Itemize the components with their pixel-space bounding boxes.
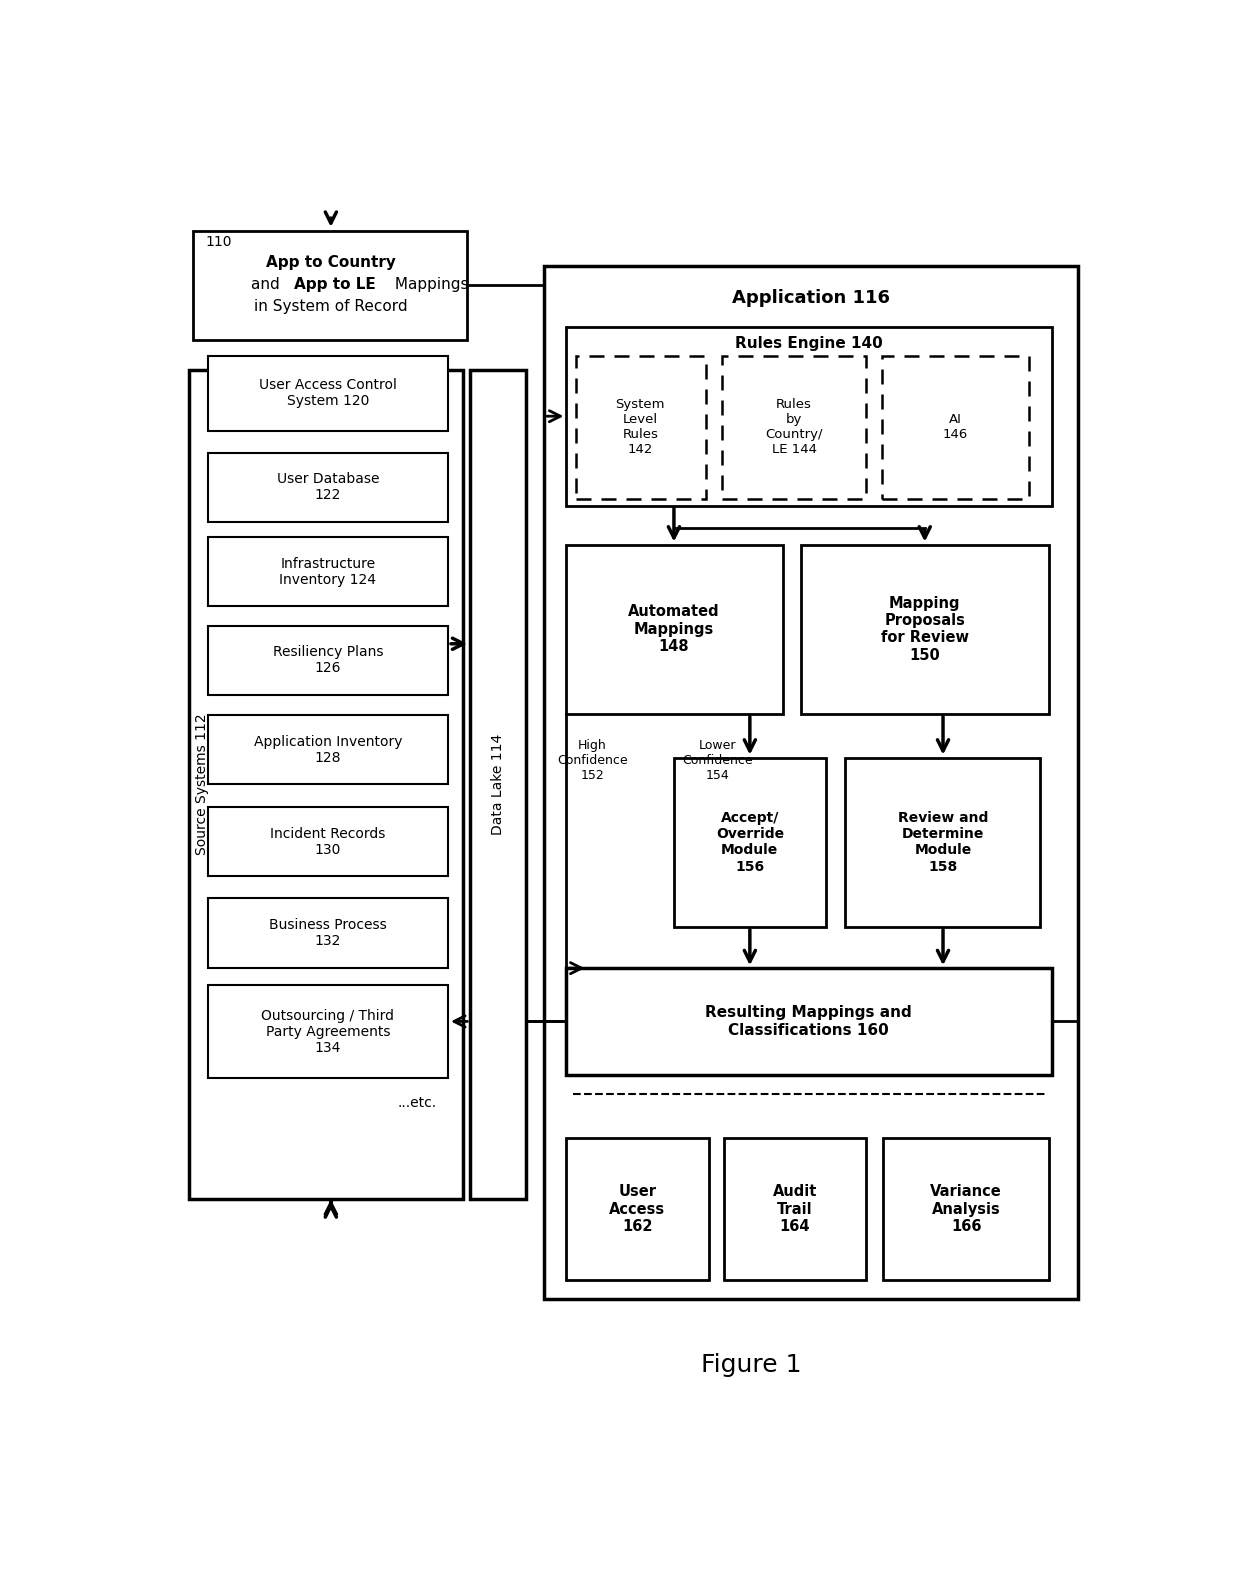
Bar — [722, 355, 867, 498]
Text: Application Inventory
128: Application Inventory 128 — [254, 734, 402, 766]
Text: System
Level
Rules
142: System Level Rules 142 — [615, 398, 665, 456]
Text: High
Confidence
152: High Confidence 152 — [557, 739, 627, 783]
Text: Automated
Mappings
148: Automated Mappings 148 — [629, 604, 719, 654]
Bar — [675, 758, 826, 927]
Bar — [193, 231, 467, 340]
Bar — [470, 371, 526, 1199]
Bar — [208, 355, 448, 431]
Text: App to LE: App to LE — [294, 277, 376, 292]
Bar — [567, 544, 782, 714]
Bar — [844, 758, 1040, 927]
Text: Outsourcing / Third
Party Agreements
134: Outsourcing / Third Party Agreements 134 — [262, 1009, 394, 1055]
Bar — [208, 626, 448, 695]
Bar — [208, 898, 448, 968]
Text: Mappings: Mappings — [391, 277, 469, 292]
Bar — [188, 371, 463, 1199]
Text: App to Country: App to Country — [265, 255, 396, 270]
Text: Business Process
132: Business Process 132 — [269, 918, 387, 948]
Bar — [883, 355, 1028, 498]
Bar — [724, 1138, 866, 1281]
Text: ...etc.: ...etc. — [398, 1096, 436, 1110]
Text: Rules
by
Country/
LE 144: Rules by Country/ LE 144 — [765, 398, 823, 456]
Bar — [567, 1138, 708, 1281]
Text: Application 116: Application 116 — [733, 289, 890, 307]
Bar — [575, 355, 706, 498]
Bar — [208, 806, 448, 876]
Text: Variance
Analysis
166: Variance Analysis 166 — [930, 1184, 1002, 1234]
Text: Audit
Trail
164: Audit Trail 164 — [773, 1184, 817, 1234]
Bar — [208, 538, 448, 607]
Text: Lower
Confidence
154: Lower Confidence 154 — [682, 739, 753, 783]
Text: in System of Record: in System of Record — [254, 299, 408, 313]
Text: Resulting Mappings and
Classifications 160: Resulting Mappings and Classifications 1… — [706, 1005, 911, 1038]
Text: Accept/
Override
Module
156: Accept/ Override Module 156 — [715, 811, 784, 874]
Text: User Database
122: User Database 122 — [277, 472, 379, 501]
Text: and: and — [250, 277, 285, 292]
Text: Data Lake 114: Data Lake 114 — [491, 734, 505, 835]
Bar — [208, 453, 448, 522]
Text: Review and
Determine
Module
158: Review and Determine Module 158 — [898, 811, 988, 874]
Bar — [208, 986, 448, 1078]
Text: Resiliency Plans
126: Resiliency Plans 126 — [273, 645, 383, 676]
Text: User Access Control
System 120: User Access Control System 120 — [259, 379, 397, 409]
Bar — [544, 266, 1078, 1298]
Text: User
Access
162: User Access 162 — [609, 1184, 666, 1234]
Text: 110: 110 — [206, 234, 232, 248]
Text: Infrastructure
Inventory 124: Infrastructure Inventory 124 — [279, 556, 377, 586]
Bar — [801, 544, 1049, 714]
Bar — [208, 715, 448, 784]
Text: Mapping
Proposals
for Review
150: Mapping Proposals for Review 150 — [880, 596, 968, 663]
Text: Rules Engine 140: Rules Engine 140 — [734, 336, 883, 351]
Text: Incident Records
130: Incident Records 130 — [270, 827, 386, 857]
Text: Source Systems 112: Source Systems 112 — [195, 714, 210, 855]
Text: Figure 1: Figure 1 — [701, 1353, 801, 1377]
Bar — [567, 968, 1052, 1075]
Bar — [883, 1138, 1049, 1281]
Bar — [567, 327, 1052, 506]
Text: AI
146: AI 146 — [942, 413, 968, 442]
